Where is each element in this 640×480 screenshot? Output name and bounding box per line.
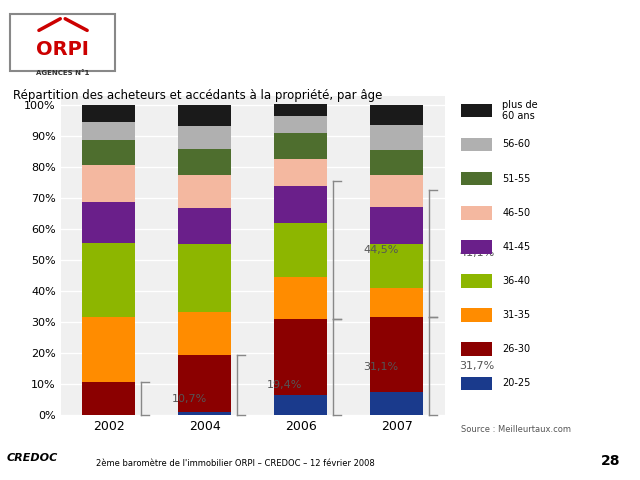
Text: ORPI: ORPI — [36, 40, 89, 59]
Bar — [179, 126, 231, 149]
Bar — [461, 138, 492, 151]
Bar — [275, 395, 327, 415]
Bar — [3, 3, 122, 76]
Text: 28: 28 — [602, 454, 621, 468]
Bar — [461, 206, 492, 219]
Bar — [461, 240, 492, 254]
Bar — [371, 317, 423, 392]
Bar — [371, 175, 423, 207]
Text: 26-30: 26-30 — [502, 344, 531, 354]
Bar — [275, 133, 327, 159]
Bar — [371, 392, 423, 415]
Text: 10,7%: 10,7% — [172, 394, 207, 404]
Bar — [461, 308, 492, 322]
Bar — [371, 125, 423, 150]
Text: plus de
60 ans: plus de 60 ans — [502, 99, 538, 121]
Bar — [83, 317, 135, 382]
Text: 46-50: 46-50 — [502, 208, 531, 218]
Text: AGENCES N°1: AGENCES N°1 — [36, 70, 90, 76]
Bar — [179, 412, 231, 415]
Bar — [83, 242, 135, 317]
Bar — [83, 202, 135, 242]
Bar — [461, 104, 492, 117]
Text: Source : Meilleurtaux.com: Source : Meilleurtaux.com — [461, 425, 571, 434]
Bar — [83, 382, 135, 415]
Bar — [275, 319, 327, 395]
Bar — [83, 105, 135, 122]
Text: 56-60: 56-60 — [502, 140, 531, 149]
Text: 20-25: 20-25 — [502, 378, 531, 388]
Text: 41-45: 41-45 — [502, 242, 531, 252]
Bar — [371, 207, 423, 244]
Bar — [275, 116, 327, 133]
Text: La part des moins de trente ans stagne en termes
d'accession à la propriété: La part des moins de trente ans stagne e… — [176, 20, 592, 56]
Text: 31,1%: 31,1% — [364, 362, 399, 372]
Bar — [179, 105, 231, 126]
Bar — [371, 105, 423, 125]
Bar — [179, 175, 231, 208]
Bar — [275, 223, 327, 277]
Bar — [179, 243, 231, 312]
Bar — [371, 150, 423, 175]
Text: 51-55: 51-55 — [502, 174, 531, 184]
Bar — [461, 274, 492, 288]
Bar — [275, 104, 327, 116]
Bar — [83, 122, 135, 140]
Bar — [83, 165, 135, 202]
Bar — [179, 149, 231, 175]
Bar — [275, 186, 327, 223]
Bar — [371, 244, 423, 288]
Bar — [275, 159, 327, 186]
Bar — [179, 312, 231, 355]
Text: 31-35: 31-35 — [502, 310, 531, 320]
Bar — [461, 377, 492, 390]
Bar — [461, 172, 492, 185]
Text: CREDOC: CREDOC — [6, 454, 58, 463]
Bar — [371, 288, 423, 317]
Bar — [461, 342, 492, 356]
Text: 2ème baromètre de l'immobilier ORPI – CREDOC – 12 février 2008: 2ème baromètre de l'immobilier ORPI – CR… — [96, 459, 375, 468]
Text: 41,1%: 41,1% — [460, 248, 495, 258]
Bar — [83, 140, 135, 165]
Text: 31,7%: 31,7% — [460, 361, 495, 371]
Text: Répartition des acheteurs et accédants à la propriété, par âge: Répartition des acheteurs et accédants à… — [13, 89, 382, 102]
Text: 19,4%: 19,4% — [268, 380, 303, 390]
Bar — [179, 208, 231, 243]
Bar — [275, 277, 327, 319]
Text: 36-40: 36-40 — [502, 276, 531, 286]
Text: 44,5%: 44,5% — [364, 245, 399, 255]
Bar — [179, 355, 231, 412]
